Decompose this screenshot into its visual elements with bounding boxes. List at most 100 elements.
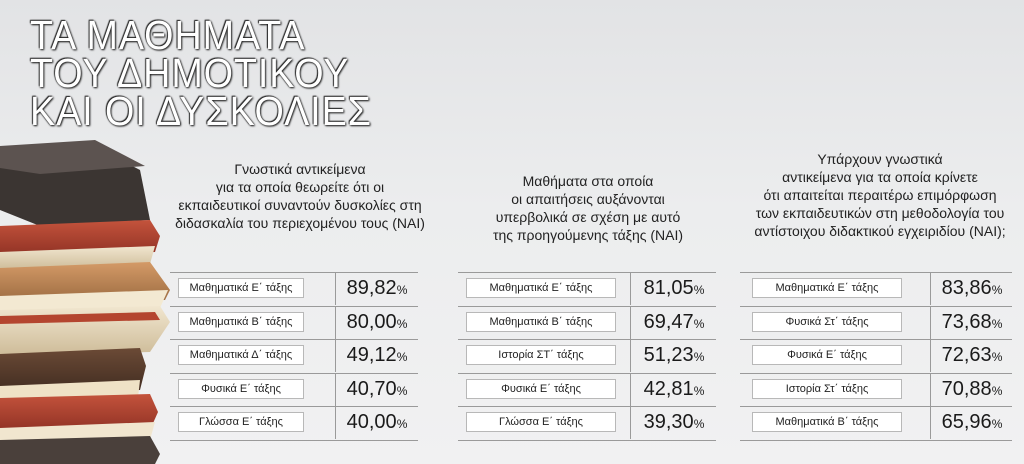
question-2-line: οι απαιτήσεις αυξάνονται xyxy=(511,191,665,207)
value-number: 80,00 xyxy=(346,311,397,333)
column-divider xyxy=(335,373,336,406)
row-divider xyxy=(170,440,418,441)
value-unit: % xyxy=(991,317,1003,331)
column-divider xyxy=(335,272,336,305)
column-divider xyxy=(930,306,931,339)
row-divider xyxy=(170,306,418,307)
value-number: 89,82 xyxy=(346,277,397,299)
row-label: Μαθηματικά Β΄ τάξης xyxy=(466,312,616,332)
question-1-line: διδασκαλία του περιεχομένου τους (ΝΑΙ) xyxy=(175,215,425,231)
title-line-2: ΤΟΥ ΔΗΜΟΤΙΚΟΥ xyxy=(30,50,350,96)
value-unit: % xyxy=(991,283,1003,297)
value-unit: % xyxy=(396,283,408,297)
row-label: Μαθηματικά Ε΄ τάξης xyxy=(466,278,616,298)
row-divider xyxy=(170,339,418,340)
question-1-line: Γνωστικά αντικείμενα xyxy=(234,161,366,177)
row-label: Μαθηματικά Ε΄ τάξης xyxy=(178,278,304,298)
value-unit: % xyxy=(693,417,705,431)
table-row: Ιστορία ΣΤ΄ τάξης 51,23% xyxy=(458,339,716,372)
column-divider xyxy=(930,339,931,372)
table-row: Φυσικά Ε΄ τάξης 42,81% xyxy=(458,373,716,406)
value-number: 51,23 xyxy=(643,344,694,366)
row-label: Φυσικά Στ΄ τάξης xyxy=(752,312,902,332)
column-divider xyxy=(630,306,631,339)
row-value: 83,86% xyxy=(932,274,1012,303)
row-divider xyxy=(740,306,1012,307)
question-3-line: Υπάρχουν γνωστικά xyxy=(817,151,943,167)
table-row: Μαθηματικά Β΄ τάξης 69,47% xyxy=(458,306,716,339)
column-divider xyxy=(335,339,336,372)
value-unit: % xyxy=(693,350,705,364)
books-illustration xyxy=(0,140,175,464)
value-unit: % xyxy=(396,384,408,398)
column-divider xyxy=(335,306,336,339)
data-table-3: Μαθηματικά Ε΄ τάξης 83,86% Φυσικά Στ΄ τάξη… xyxy=(740,272,1012,441)
question-3: Υπάρχουν γνωστικά αντικείμενα για τα οπο… xyxy=(740,150,1020,240)
question-1-line: για τα οποία θεωρείτε ότι οι xyxy=(215,179,385,195)
row-divider xyxy=(458,406,716,407)
question-3-line: αντικείμενα για τα οποία κρίνετε xyxy=(782,169,978,185)
value-number: 40,70 xyxy=(346,378,397,400)
value-number: 73,68 xyxy=(941,311,992,333)
row-divider xyxy=(740,406,1012,407)
row-label: Μαθηματικά Β΄ τάξης xyxy=(178,312,304,332)
page-title: ΤΑ ΜΑΘΗΜΑΤΑ ΤΟΥ ΔΗΜΟΤΙΚΟΥ ΚΑΙ ΟΙ ΔΥΣΚΟΛΙ… xyxy=(30,15,372,134)
question-2: Μαθήματα στα οποία οι απαιτήσεις αυξάνον… xyxy=(458,172,718,244)
question-2-line: υπερβολικά σε σχέση με αυτό xyxy=(495,209,681,225)
column-divider xyxy=(630,339,631,372)
row-divider xyxy=(458,306,716,307)
table-row: Μαθηματικά Δ΄ τάξης 49,12% xyxy=(170,339,418,372)
column-divider xyxy=(930,406,931,439)
value-number: 65,96 xyxy=(941,411,992,433)
row-divider xyxy=(740,440,1012,441)
row-label: Γλώσσα Ε΄ τάξης xyxy=(178,412,304,432)
row-value: 81,05% xyxy=(632,274,716,303)
table-row: Ιστορία Στ΄ τάξης 70,88% xyxy=(740,373,1012,406)
table-panel-3: Υπάρχουν γνωστικά αντικείμενα για τα οπο… xyxy=(740,150,1020,460)
row-label: Γλώσσα Ε΄ τάξης xyxy=(466,412,616,432)
row-value: 80,00% xyxy=(337,308,417,337)
value-number: 42,81 xyxy=(643,378,694,400)
question-3-line: ότι απαιτείται περαιτέρω επιμόρφωση xyxy=(763,187,997,203)
table-row: Μαθηματικά Β΄ τάξης 65,96% xyxy=(740,406,1012,439)
table-row: Φυσικά Ε΄ τάξης 40,70% xyxy=(170,373,418,406)
row-value: 39,30% xyxy=(632,408,716,437)
data-table-2: Μαθηματικά Ε΄ τάξης 81,05% Μαθηματικά Β΄ τ… xyxy=(458,272,716,441)
value-unit: % xyxy=(991,417,1003,431)
row-divider xyxy=(740,373,1012,374)
value-number: 81,05 xyxy=(643,277,694,299)
question-2-line: Μαθήματα στα οποία xyxy=(522,173,654,189)
value-number: 83,86 xyxy=(941,277,992,299)
table-row: Μαθηματικά Ε΄ τάξης 83,86% xyxy=(740,272,1012,305)
table-row: Μαθηματικά Ε΄ τάξης 89,82% xyxy=(170,272,418,305)
row-value: 89,82% xyxy=(337,274,417,303)
row-divider xyxy=(740,272,1012,273)
column-divider xyxy=(930,373,931,406)
table-row: Μαθηματικά Ε΄ τάξης 81,05% xyxy=(458,272,716,305)
row-label: Μαθηματικά Ε΄ τάξης xyxy=(752,278,902,298)
value-unit: % xyxy=(693,384,705,398)
value-number: 72,63 xyxy=(941,344,992,366)
value-number: 40,00 xyxy=(346,411,397,433)
table-panel-2: Μαθήματα στα οποία οι απαιτήσεις αυξάνον… xyxy=(458,172,718,460)
question-1: Γνωστικά αντικείμενα για τα οποία θεωρεί… xyxy=(170,160,430,232)
row-label: Φυσικά Ε΄ τάξης xyxy=(752,345,902,365)
title-line-3: ΚΑΙ ΟΙ ΔΥΣΚΟΛΙΕΣ xyxy=(30,88,372,134)
row-label: Μαθηματικά Β΄ τάξης xyxy=(752,412,902,432)
row-value: 72,63% xyxy=(932,341,1012,370)
data-table-1: Μαθηματικά Ε΄ τάξης 89,82% Μαθηματικά Β΄ τ… xyxy=(170,272,418,441)
table-row: Γλώσσα Ε΄ τάξης 40,00% xyxy=(170,406,418,439)
row-label: Ιστορία Στ΄ τάξης xyxy=(752,379,902,399)
row-divider xyxy=(740,339,1012,340)
table-row: Γλώσσα Ε΄ τάξης 39,30% xyxy=(458,406,716,439)
value-unit: % xyxy=(991,350,1003,364)
row-value: 49,12% xyxy=(337,341,417,370)
value-unit: % xyxy=(396,350,408,364)
row-label: Φυσικά Ε΄ τάξης xyxy=(466,379,616,399)
value-number: 70,88 xyxy=(941,378,992,400)
row-label: Φυσικά Ε΄ τάξης xyxy=(178,379,304,399)
value-unit: % xyxy=(693,317,705,331)
question-1-line: εκπαιδευτικοί συναντούν δυσκολίες στη xyxy=(178,197,422,213)
row-value: 42,81% xyxy=(632,375,716,404)
table-row: Μαθηματικά Β΄ τάξης 80,00% xyxy=(170,306,418,339)
